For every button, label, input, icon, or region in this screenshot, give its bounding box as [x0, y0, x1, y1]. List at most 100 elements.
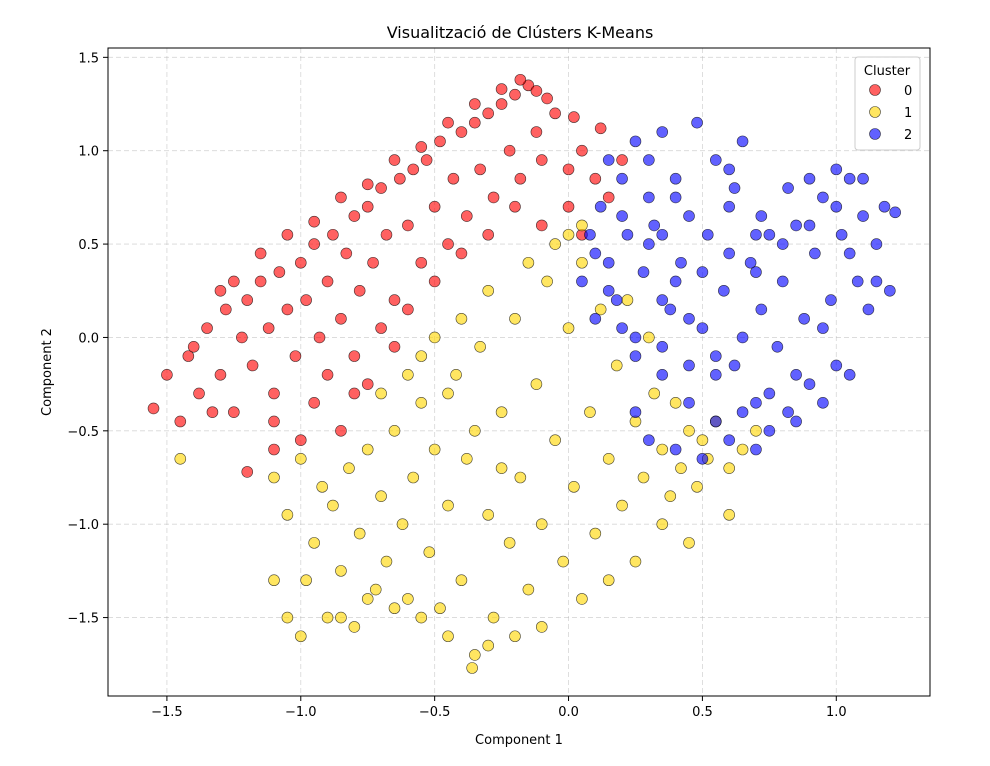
x-axis-label: Component 1: [475, 733, 563, 748]
data-point: [535, 621, 548, 633]
x-tick-label: 1.0: [826, 705, 847, 720]
data-point: [273, 266, 286, 278]
data-point: [669, 191, 682, 204]
data-point: [656, 228, 669, 241]
y-axis-label: Component 2: [40, 328, 55, 416]
data-point: [220, 303, 232, 316]
data-point: [755, 303, 768, 316]
legend-box: [854, 56, 921, 151]
y-axis: −1.5 −1.0 −0.5 0.0 0.5 1.0 1.5: [67, 51, 108, 627]
data-point: [629, 135, 642, 148]
data-point: [763, 425, 776, 437]
data-point: [335, 565, 347, 577]
plot-frame: [107, 47, 931, 697]
data-point: [669, 172, 682, 185]
data-point: [423, 546, 436, 559]
data-point: [643, 238, 655, 250]
data-point: [455, 126, 468, 138]
data-point: [616, 322, 628, 334]
data-point: [469, 425, 481, 437]
data-point: [294, 434, 307, 446]
data-point: [482, 509, 495, 521]
data-point: [709, 415, 722, 428]
data-point: [509, 312, 521, 325]
data-point: [763, 228, 776, 241]
data-point: [589, 527, 602, 540]
data-point: [469, 116, 481, 129]
y-tick-label: −1.5: [67, 612, 99, 627]
data-point: [691, 481, 703, 493]
data-point: [629, 555, 642, 568]
data-point: [621, 228, 634, 241]
data-point: [809, 247, 821, 260]
data-point: [584, 406, 596, 418]
legend-label: 1: [904, 106, 912, 121]
data-point: [530, 85, 543, 97]
data-point: [201, 322, 213, 334]
data-point: [790, 219, 802, 232]
data-point: [562, 200, 575, 213]
data-point: [503, 144, 516, 157]
data-point: [557, 555, 569, 568]
data-point: [228, 275, 240, 288]
data-point: [361, 378, 374, 390]
data-point: [348, 210, 361, 222]
data-point: [367, 256, 379, 269]
data-point: [313, 331, 326, 344]
data-point: [420, 154, 433, 166]
data-point: [616, 499, 628, 512]
data-point: [268, 387, 280, 400]
data-point: [415, 397, 428, 409]
y-tick-label: 0.0: [78, 331, 99, 346]
legend-label: 2: [904, 128, 912, 143]
data-point: [495, 83, 508, 95]
data-point: [750, 397, 762, 409]
legend-marker: [869, 128, 881, 140]
data-point: [691, 116, 703, 129]
chart-title: Visualització de Clústers K-Means: [387, 23, 654, 42]
data-point: [402, 303, 414, 316]
data-point: [206, 406, 219, 418]
data-point: [268, 471, 280, 484]
data-point: [428, 331, 441, 344]
data-point: [683, 359, 695, 372]
data-point: [835, 228, 848, 241]
data-point: [629, 331, 642, 344]
data-point: [442, 499, 454, 512]
data-point: [530, 126, 543, 138]
data-point: [736, 406, 749, 418]
data-point: [535, 518, 548, 530]
y-tick-label: 0.5: [78, 238, 99, 253]
data-point: [246, 359, 259, 372]
data-point: [782, 182, 794, 194]
data-point: [289, 350, 302, 362]
data-point: [509, 630, 521, 643]
data-point: [174, 415, 187, 428]
x-tick-label: 0.5: [692, 705, 713, 720]
data-point: [161, 369, 173, 381]
series-2-points: [576, 116, 901, 465]
data-point: [683, 397, 695, 409]
data-point: [648, 387, 661, 400]
data-point: [236, 331, 248, 344]
data-point: [343, 462, 355, 474]
data-point: [602, 256, 615, 269]
data-point: [594, 303, 607, 316]
x-axis: −1.5 −1.0 −0.5 0.0 0.5 1.0: [151, 696, 847, 720]
data-point: [308, 397, 320, 409]
data-point: [589, 312, 602, 325]
data-point: [466, 662, 478, 674]
data-point: [348, 621, 361, 633]
data-point: [648, 219, 661, 232]
data-point: [268, 415, 280, 428]
data-point: [857, 210, 869, 222]
data-point: [675, 462, 687, 474]
data-point: [353, 284, 366, 297]
data-point: [327, 499, 339, 512]
data-point: [487, 191, 500, 204]
data-point: [696, 266, 709, 278]
data-point: [830, 163, 843, 176]
data-point: [388, 294, 401, 306]
data-point: [353, 527, 366, 540]
